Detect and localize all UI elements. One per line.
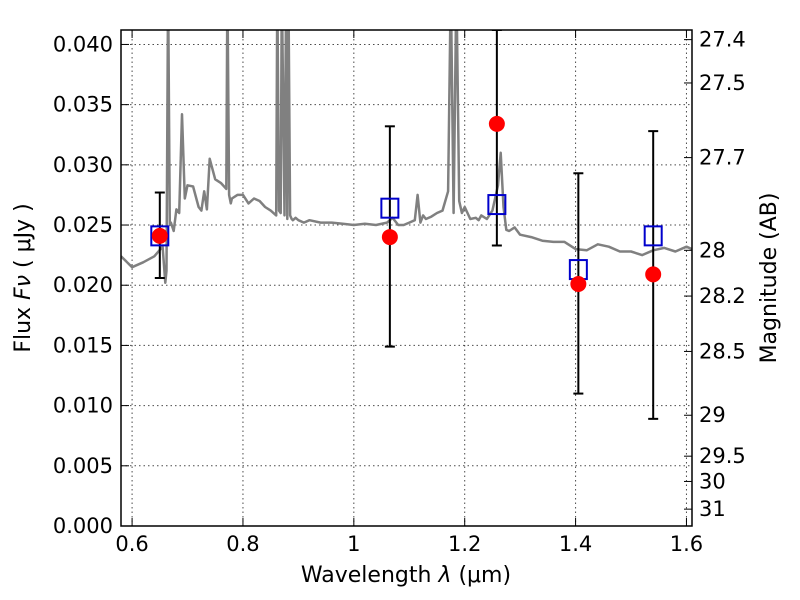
x-tick-label: 1.2 <box>448 532 481 556</box>
mag-tick-label: 31 <box>699 497 726 521</box>
model-point <box>150 225 170 247</box>
grid-lines <box>121 30 692 526</box>
mag-tick-label: 28 <box>699 238 726 262</box>
y-tick-label: 0.010 <box>53 394 113 418</box>
mag-tick-label: 29 <box>699 403 726 427</box>
mag-tick-label: 28.5 <box>699 339 746 363</box>
mag-tick-label: 28.2 <box>699 284 746 308</box>
y-tick-label: 0.040 <box>53 32 113 56</box>
y-axis-label: Flux <box>11 307 36 353</box>
mag-tick-label: 29.5 <box>699 444 746 468</box>
x-axis-title: Wavelength λ (μm) <box>301 563 511 588</box>
axis-ticks <box>121 30 692 527</box>
x-tick-label: 0.6 <box>115 532 148 556</box>
right-axis-title: Magnitude (AB) <box>757 193 782 364</box>
mag-tick-label: 27.4 <box>699 28 746 52</box>
mag-tick-label: 27.5 <box>699 71 746 95</box>
observed-point <box>645 266 662 283</box>
observed-point <box>488 115 505 132</box>
observed-point <box>381 229 398 246</box>
model-points <box>150 194 663 281</box>
observed-point <box>570 276 587 293</box>
x-axis-symbol: λ <box>437 563 451 588</box>
observed-point <box>151 227 168 244</box>
x-tick-label: 0.8 <box>226 532 259 556</box>
y-tick-label: 0.005 <box>53 454 113 478</box>
mag-tick-label: 30 <box>699 469 726 493</box>
spectrum-line <box>121 30 692 285</box>
plot-frame <box>120 29 693 527</box>
model-point <box>380 197 400 219</box>
x-axis-label: Wavelength <box>301 563 432 588</box>
y-axis-title: Flux Fν ( μJy ) <box>11 203 36 352</box>
mag-tick-label: 27.7 <box>699 146 746 170</box>
model-point <box>487 194 507 216</box>
model-point <box>643 225 663 247</box>
model-spectrum <box>121 30 692 285</box>
x-tick-label: 1 <box>347 532 360 556</box>
y-axis-symbol: Fν <box>11 275 36 300</box>
y-tick-label: 0.000 <box>53 514 113 538</box>
y-tick-label: 0.030 <box>53 153 113 177</box>
x-tick-label: 1.6 <box>670 532 703 556</box>
tick-labels: 0.6 0.8 1 1.2 1.4 1.6 0.000 0.005 0.010 0.015 0.02… <box>53 28 746 556</box>
x-tick-label: 1.4 <box>559 532 592 556</box>
y-tick-label: 0.025 <box>53 213 113 237</box>
observed-points <box>151 115 662 293</box>
x-axis-unit: (μm) <box>458 563 511 588</box>
y-axis-unit: ( μJy ) <box>11 203 36 268</box>
y-tick-label: 0.020 <box>53 273 113 297</box>
y-tick-label: 0.015 <box>53 333 113 357</box>
y-tick-label: 0.035 <box>53 93 113 117</box>
